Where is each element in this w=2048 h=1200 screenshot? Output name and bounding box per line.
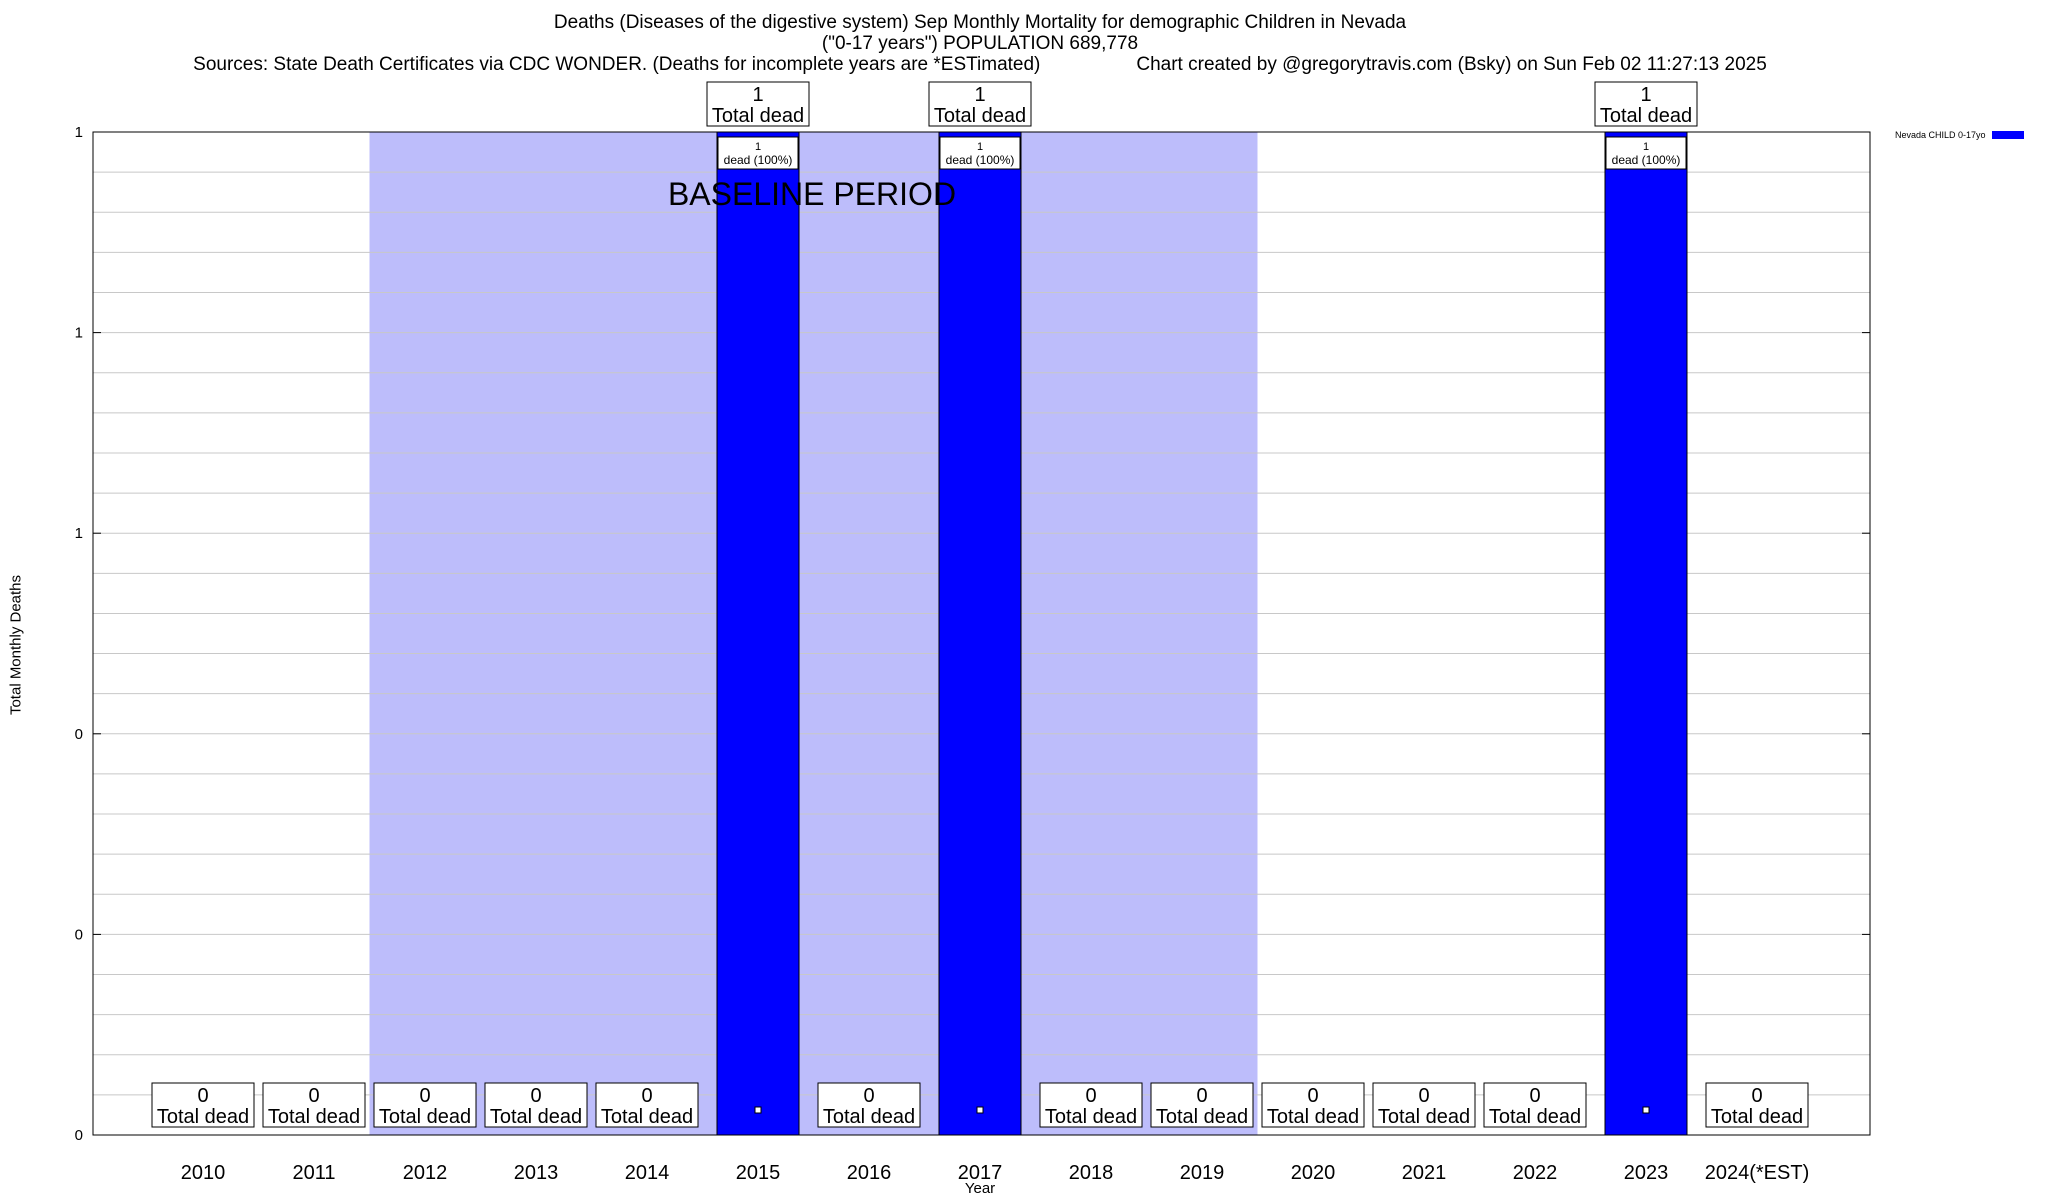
chart-credit: Chart created by @gregorytravis.com (Bsk…: [1136, 54, 1767, 75]
x-tick-marker: [754, 1106, 762, 1114]
total-dead-box: [1483, 1082, 1587, 1128]
x-tick-marker: [976, 1106, 984, 1114]
total-dead-value: 1: [974, 84, 985, 106]
x-tick-label: 2012: [403, 1162, 448, 1184]
x-tick-label: 2019: [1180, 1162, 1225, 1184]
total-dead-value: 0: [197, 1085, 208, 1107]
total-dead-box: [151, 1082, 255, 1128]
y-tick-label: 1: [75, 525, 83, 542]
bar-inner-box: [939, 136, 1021, 170]
total-dead-label: Total dead: [1711, 1106, 1803, 1128]
bar: [938, 131, 1022, 1136]
bar-inner-value: 1: [1643, 141, 1649, 153]
x-tick-label: 2016: [847, 1162, 892, 1184]
total-dead-label: Total dead: [1489, 1106, 1581, 1128]
total-dead-value: 0: [1529, 1085, 1540, 1107]
y-axis-label: Total Monthly Deaths: [7, 574, 25, 716]
legend: Nevada CHILD 0-17yo: [1895, 130, 2024, 140]
total-dead-label: Total dead: [1156, 1106, 1248, 1128]
total-dead-value: 0: [1751, 1085, 1762, 1107]
total-dead-box: [928, 81, 1032, 127]
chart-sources: Sources: State Death Certificates via CD…: [193, 54, 1041, 75]
total-dead-label: Total dead: [490, 1106, 582, 1128]
total-dead-value: 0: [1196, 1085, 1207, 1107]
total-dead-label: Total dead: [157, 1106, 249, 1128]
x-tick-marker: [1642, 1106, 1650, 1114]
source-line: Sources: State Death Certificates via CD…: [0, 54, 1960, 75]
bar-inner-box: [1605, 136, 1687, 170]
x-tick-label: 2020: [1291, 1162, 1336, 1184]
total-dead-box: [706, 81, 810, 127]
total-dead-box: [373, 1082, 477, 1128]
x-tick-label: 2017: [958, 1162, 1003, 1184]
y-tick-label: 0: [75, 726, 83, 743]
total-dead-value: 1: [752, 84, 763, 106]
x-tick-label: 2022: [1513, 1162, 1558, 1184]
x-tick-label: 2023: [1624, 1162, 1669, 1184]
total-dead-label: Total dead: [1378, 1106, 1470, 1128]
total-dead-value: 0: [308, 1085, 319, 1107]
y-axis-label-wrap: Total Monthly Deaths: [6, 575, 26, 715]
bar-inner-value: 1: [977, 141, 983, 153]
total-dead-value: 0: [1307, 1085, 1318, 1107]
total-dead-value: 0: [863, 1085, 874, 1107]
total-dead-value: 0: [641, 1085, 652, 1107]
total-dead-label: Total dead: [268, 1106, 360, 1128]
total-dead-box: [595, 1082, 699, 1128]
chart-subtitle: ("0-17 years") POPULATION 689,778: [821, 33, 1139, 54]
x-tick-label: 2018: [1069, 1162, 1114, 1184]
total-dead-label: Total dead: [934, 105, 1026, 127]
total-dead-box: [1594, 81, 1698, 127]
legend-series-label: Nevada CHILD 0-17yo: [1895, 130, 1986, 140]
total-dead-value: 0: [530, 1085, 541, 1107]
total-dead-box: [484, 1082, 588, 1128]
total-dead-label: Total dead: [379, 1106, 471, 1128]
baseline-label: BASELINE PERIOD: [668, 176, 956, 212]
x-tick-label: 2010: [181, 1162, 226, 1184]
y-tick-label: 0: [75, 1127, 83, 1144]
bar-inner-label: dead (100%): [724, 153, 793, 167]
total-dead-value: 0: [1085, 1085, 1096, 1107]
total-dead-label: Total dead: [1600, 105, 1692, 127]
y-tick-label: 1: [75, 325, 83, 342]
total-dead-label: Total dead: [712, 105, 804, 127]
total-dead-box: [1261, 1082, 1365, 1128]
bar-inner-label: dead (100%): [1612, 153, 1681, 167]
total-dead-box: [1150, 1082, 1254, 1128]
total-dead-label: Total dead: [1267, 1106, 1359, 1128]
bar: [1604, 131, 1688, 1136]
x-tick-label: 2011: [292, 1162, 335, 1184]
baseline-region: [369, 132, 1258, 1135]
x-axis-label: Year: [964, 1180, 996, 1197]
y-tick-label: 0: [75, 926, 83, 943]
total-dead-label: Total dead: [823, 1106, 915, 1128]
x-tick-label: 2013: [514, 1162, 559, 1184]
total-dead-box: [1039, 1082, 1143, 1128]
total-dead-value: 0: [1418, 1085, 1429, 1107]
x-tick-label: 2014: [625, 1162, 670, 1184]
total-dead-box: [262, 1082, 366, 1128]
bar: [716, 131, 800, 1136]
total-dead-label: Total dead: [601, 1106, 693, 1128]
bar-inner-label: dead (100%): [946, 153, 1015, 167]
x-tick-label: 2015: [736, 1162, 781, 1184]
title-block: Deaths (Diseases of the digestive system…: [0, 12, 1960, 75]
total-dead-box: [1372, 1082, 1476, 1128]
total-dead-value: 1: [1640, 84, 1651, 106]
y-tick-label: 1: [75, 124, 83, 141]
legend-swatch: [1991, 131, 2024, 139]
x-tick-label: 2024(*EST): [1705, 1162, 1810, 1184]
total-dead-value: 0: [419, 1085, 430, 1107]
total-dead-box: [817, 1082, 921, 1128]
total-dead-label: Total dead: [1045, 1106, 1137, 1128]
x-tick-label: 2021: [1402, 1162, 1447, 1184]
bar-inner-value: 1: [755, 141, 761, 153]
bar-inner-box: [717, 136, 799, 170]
total-dead-box: [1705, 1082, 1809, 1128]
plot-frame: [92, 131, 1871, 1136]
chart-title: Deaths (Diseases of the digestive system…: [553, 12, 1407, 33]
